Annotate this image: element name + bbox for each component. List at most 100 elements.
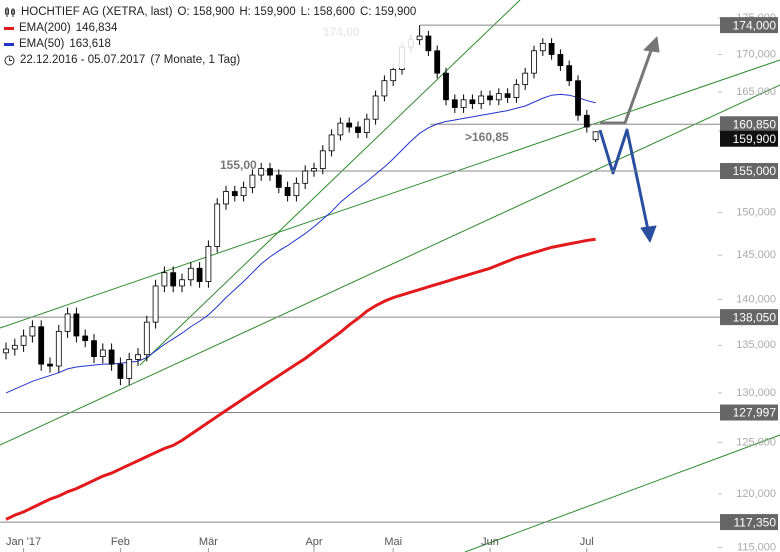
candle-body [355,126,361,133]
candle-body [267,168,273,176]
candle [47,357,53,373]
candle [451,94,458,113]
candle-body [64,313,71,332]
candle [205,240,212,288]
annotation: >160,85 [465,130,509,144]
candle [64,307,71,338]
candle-body [372,95,379,120]
title: HOCHTIEF AG (XETRA, last) [21,6,173,18]
candle [372,90,379,125]
candle-body [231,191,238,197]
candle-body [302,170,309,184]
x-tick-label: Jun [481,536,499,548]
candle [135,348,141,367]
legend-item: EMA(200) 146,834 [4,20,416,36]
last-price-label: 159,900 [733,132,777,146]
candle-body [55,330,62,367]
candle-body [566,65,573,82]
candle-body [381,80,388,97]
candle [487,90,493,106]
candle-body [20,335,27,346]
candle-body [460,99,467,108]
legend-item: EMA(50) 163,618 [4,36,416,52]
candle [223,185,229,210]
header-row: 22.12.2016 - 05.07.2017 (7 Monate, 1 Tag… [4,52,416,68]
candle [566,60,573,87]
clock-icon [4,55,15,65]
candle-body [161,272,168,287]
candle-body [82,335,89,342]
y-tick-label: 125,000 [736,436,776,448]
ohlc: L: 158,600 [300,6,355,18]
y-tick-label: 150,000 [736,206,776,218]
candle-body [135,354,141,360]
trend-line [0,59,780,329]
candle [592,131,599,143]
candle-body [293,182,300,197]
candle [504,88,511,103]
candle [311,162,317,177]
level-label: 127,997 [733,406,777,420]
candle [548,38,555,60]
candle [469,94,476,110]
candle-body [179,279,185,287]
candle [302,165,309,190]
candle [293,177,300,202]
candle-body [38,326,45,365]
candle-body [469,99,476,105]
legend-label: EMA(200) [19,22,71,34]
ohlc: H: 159,900 [239,6,296,18]
candle [179,273,185,293]
ohlc: C: 159,900 [359,6,417,18]
y-tick-label: 165,000 [736,86,776,98]
header: HOCHTIEF AG (XETRA, last) O: 158,900 H: … [4,4,417,68]
candle-body [108,349,115,365]
candle-body [504,93,511,98]
candle [460,94,467,113]
candle-body [592,131,599,141]
candle [495,88,502,106]
candle-body [425,35,432,52]
candle-body [539,42,546,52]
candle [3,342,9,360]
legend-value: 163,618 [69,38,111,50]
candle [267,162,273,181]
x-tick-label: Jan '17 [6,536,41,548]
candle [91,334,97,364]
candle [20,329,27,352]
candle [170,266,177,293]
candle-body [443,72,449,101]
candle [381,75,388,102]
candle-body [583,114,590,128]
candle-body [47,363,53,367]
candle-body [311,168,317,172]
trend-line [139,0,521,366]
level-box [720,514,778,531]
candle-body [126,359,133,379]
candle [249,169,256,194]
candle-body [522,72,529,85]
annotation: 155,00 [220,158,257,172]
candle [284,181,291,202]
candle-body [3,348,9,354]
level-label: 117,350 [734,515,777,529]
candle-body [390,68,397,82]
span: (7 Monate, 1 Tag) [150,54,241,66]
up-arrow [600,47,654,125]
candle-body [363,118,370,133]
x-tick-label: Apr [305,536,322,548]
level-box [720,116,778,133]
candle [240,181,247,202]
candle [363,113,370,139]
level-box [720,163,778,180]
candle-body [346,122,353,128]
candle-body [196,267,203,282]
candle [196,262,203,288]
candle [38,320,45,371]
candle-body [91,340,97,357]
candle-body [575,80,581,116]
ohlc: O: 158,900 [177,6,235,18]
candle [557,49,564,71]
candle [513,79,520,103]
candle [258,162,265,181]
